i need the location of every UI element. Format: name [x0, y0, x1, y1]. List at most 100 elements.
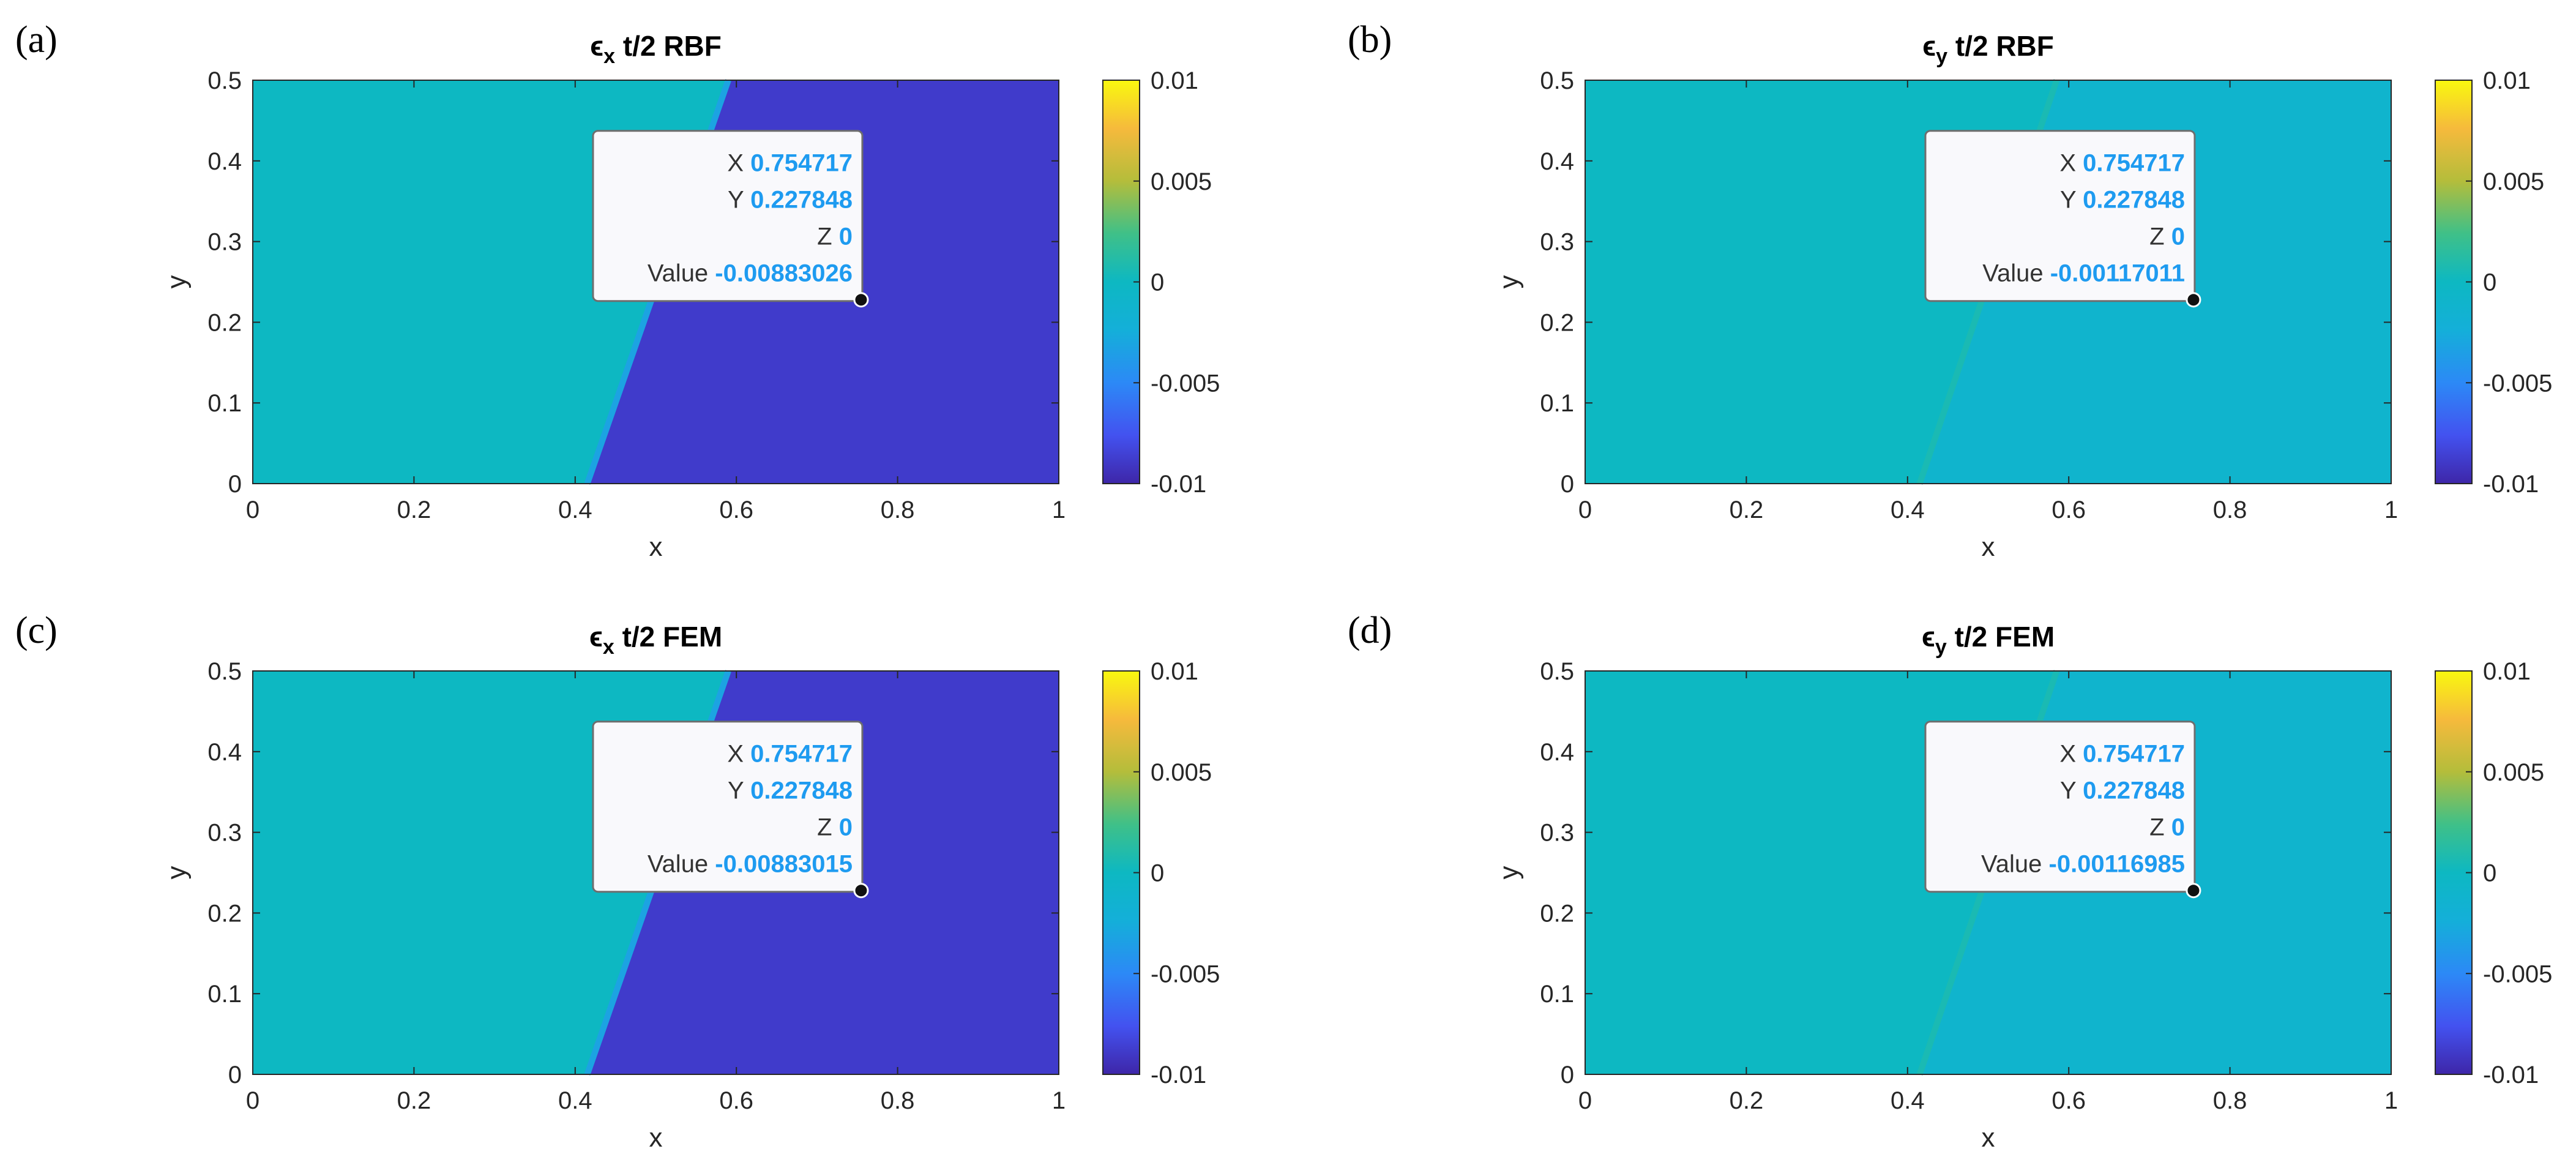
title-text: t/2 FEM — [1947, 621, 2055, 653]
colorbar-tick-label: -0.005 — [2483, 370, 2552, 397]
datatip-label: X — [2059, 741, 2083, 768]
chart-title: ϵx t/2 RBF — [590, 30, 722, 68]
x-tick-label: 0.8 — [2213, 496, 2247, 523]
title-subscript: x — [603, 45, 615, 68]
colorbar-tick-label: 0 — [1151, 269, 1164, 296]
datatip-value: -0.00116985 — [2049, 851, 2185, 878]
colorbar-tick-label: 0.01 — [1151, 67, 1198, 94]
y-tick-label: 0.1 — [207, 390, 242, 417]
datatip-label: X — [2059, 150, 2083, 177]
datatip-value: 0.227848 — [2083, 187, 2185, 214]
x-tick-label: 1 — [1052, 496, 1066, 523]
datatip-marker — [853, 883, 869, 899]
datatip-row: X 0.754717 — [2059, 150, 2185, 177]
x-tick-label: 0.2 — [397, 496, 431, 523]
datatip-marker — [853, 292, 869, 308]
datatip-value: -0.00883026 — [715, 260, 853, 287]
datatip-row: X 0.754717 — [2059, 741, 2185, 768]
y-tick-label: 0 — [228, 471, 242, 498]
datatip-row: X 0.754717 — [727, 741, 853, 768]
x-tick-label: 0.4 — [1891, 496, 1925, 523]
x-tick-label: 0.2 — [397, 1087, 431, 1114]
x-tick-label: 0 — [1578, 1087, 1592, 1114]
title-text: t/2 RBF — [615, 30, 722, 62]
colorbar-tick-label: 0 — [1151, 860, 1164, 887]
y-tick-label: 0.1 — [1540, 981, 1574, 1008]
x-tick-label: 1 — [2384, 496, 2398, 523]
panel-letter: (a) — [15, 19, 58, 61]
datatip-row: Y 0.227848 — [2060, 187, 2185, 214]
axes-box — [252, 670, 1059, 1075]
y-tick-label: 0.5 — [207, 658, 242, 685]
colorbar-tick-label: 0.005 — [1151, 759, 1212, 786]
x-axis-label: x — [649, 1123, 663, 1153]
y-tick-label: 0.4 — [1540, 739, 1574, 766]
colorbar-tick-label: -0.01 — [2483, 471, 2539, 498]
x-tick-label: 0.2 — [1730, 496, 1764, 523]
title-symbol: ϵ — [589, 621, 603, 653]
y-tick-label: 0.4 — [207, 148, 242, 175]
axes-box — [252, 80, 1059, 484]
chart-title: ϵy t/2 RBF — [1922, 30, 2054, 68]
colorbar-tick-label: 0.005 — [2483, 168, 2544, 195]
datatip-row: Z 0 — [2149, 223, 2185, 250]
datatip-value: 0 — [839, 223, 853, 250]
title-subscript: x — [603, 635, 614, 659]
x-tick-label: 0.6 — [719, 1087, 753, 1114]
datatip-row: X 0.754717 — [727, 150, 853, 177]
title-symbol: ϵ — [590, 30, 603, 62]
axes-box — [1585, 80, 2392, 484]
y-tick-label: 0.1 — [207, 981, 242, 1008]
x-tick-label: 0.8 — [881, 496, 915, 523]
datatip-value: 0.754717 — [750, 741, 853, 768]
x-tick-label: 1 — [2384, 1087, 2398, 1114]
x-tick-label: 0.8 — [2213, 1087, 2247, 1114]
datatip-row: Y 0.227848 — [728, 777, 853, 804]
title-subscript: y — [1935, 635, 1947, 659]
datatip-row: Value -0.00883026 — [648, 260, 853, 287]
datatip-label: Value — [648, 851, 715, 878]
y-axis-label: y — [162, 275, 192, 289]
colorbar-tick-label: 0 — [2483, 860, 2496, 887]
colorbar-tick-label: 0.01 — [1151, 658, 1198, 685]
axes-box — [1585, 670, 2392, 1075]
x-tick-label: 0.4 — [558, 1087, 592, 1114]
datatip-value: -0.00883015 — [715, 851, 853, 878]
datatip-label: Value — [1981, 851, 2048, 878]
datatip-marker — [2186, 883, 2201, 899]
x-tick-label: 0 — [1578, 496, 1592, 523]
y-tick-label: 0.5 — [1540, 658, 1574, 685]
colorbar-tick-label: -0.005 — [2483, 961, 2552, 987]
y-tick-label: 0.5 — [1540, 67, 1574, 94]
datatip-value: 0.754717 — [750, 150, 853, 177]
datatip-value: 0 — [2171, 814, 2185, 841]
panel-letter: (b) — [1348, 19, 1392, 61]
datatip-value: 0.754717 — [2083, 741, 2185, 768]
y-tick-label: 0.1 — [1540, 390, 1574, 417]
datatip-value: 0.227848 — [750, 187, 853, 214]
datatip-row: Z 0 — [817, 814, 853, 841]
datatip-label: Z — [817, 814, 839, 841]
x-tick-label: 0.6 — [2051, 496, 2086, 523]
chart-title: ϵy t/2 FEM — [1922, 621, 2055, 659]
colorbar-tick-label: -0.005 — [1151, 961, 1220, 987]
panel-letter: (d) — [1348, 610, 1392, 651]
datatip-row: Value -0.00883015 — [648, 851, 853, 878]
datatip-label: X — [727, 741, 750, 768]
y-axis-label: y — [1494, 275, 1524, 289]
y-tick-label: 0.2 — [207, 309, 242, 336]
datatip-row: Value -0.00116985 — [1981, 851, 2185, 878]
colorbar-tick-label: -0.01 — [1151, 1062, 1206, 1088]
y-tick-label: 0.3 — [1540, 229, 1574, 256]
colorbar-tick-label: -0.005 — [1151, 370, 1220, 397]
y-axis-label: y — [162, 866, 192, 880]
x-tick-label: 0 — [246, 496, 259, 523]
colorbar-tick-label: 0.01 — [2483, 67, 2531, 94]
y-tick-label: 0.5 — [207, 67, 242, 94]
x-tick-label: 0.6 — [719, 496, 753, 523]
y-tick-label: 0 — [228, 1062, 242, 1088]
title-text: t/2 RBF — [1947, 30, 2054, 62]
